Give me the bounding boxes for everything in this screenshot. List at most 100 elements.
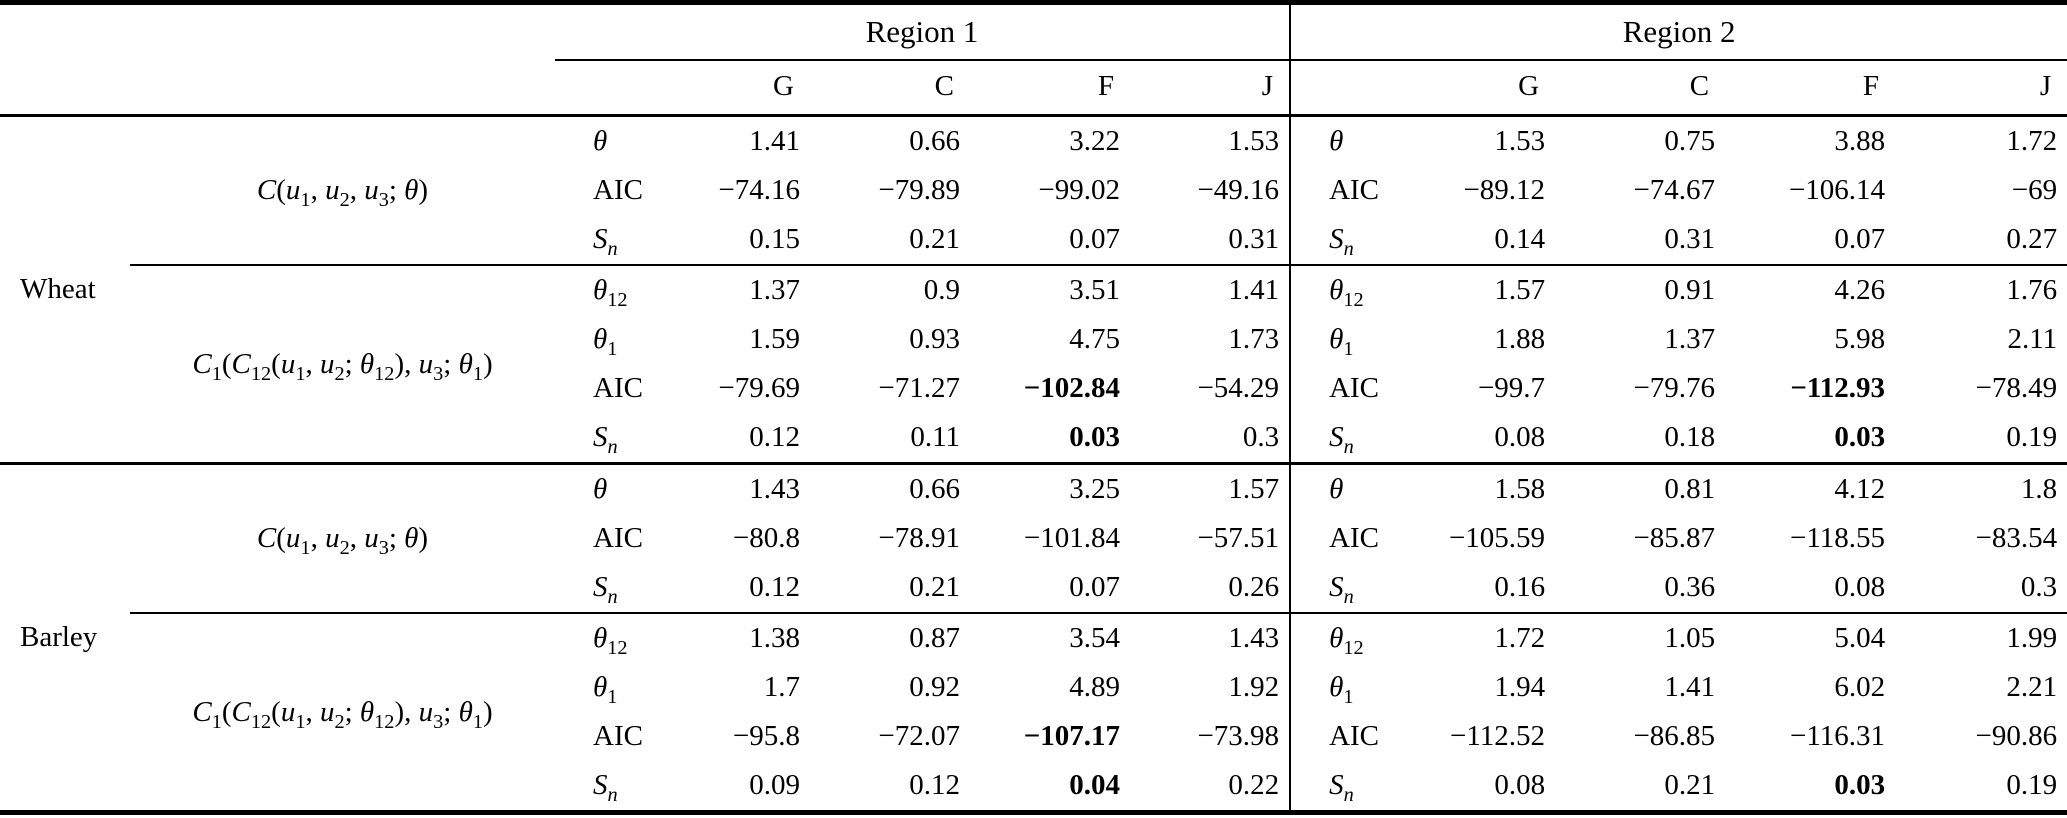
stat-label: θ1	[593, 671, 618, 708]
table-row: θ1 1.59 0.93 4.75 1.73 θ1 1.88 1.37 5.98…	[0, 315, 2067, 364]
stat-label: Sn	[1289, 215, 1386, 265]
stat-label: θ	[1289, 462, 1386, 514]
value-cell: −54.29	[1197, 372, 1280, 404]
value-cell: −72.07	[878, 720, 960, 752]
stat-label: θ1	[1289, 315, 1386, 364]
value-cell: 0.19	[2006, 421, 2058, 453]
stat-label: Sn	[593, 223, 618, 260]
stat-label: Sn	[1289, 761, 1386, 813]
table-row: AIC −80.8 −78.91 −101.84 −57.51 AIC −105…	[0, 514, 2067, 563]
value-cell: 0.19	[2006, 769, 2058, 801]
value-cell: −106.14	[1788, 174, 1886, 206]
value-cell: 0.12	[909, 769, 960, 801]
value-cell: 0.81	[1555, 462, 1726, 514]
stat-label: θ1	[1289, 663, 1386, 712]
value-cell: −99.7	[1477, 372, 1546, 404]
value-cell: 0.22	[1228, 769, 1280, 801]
stat-label: Sn	[1289, 413, 1386, 464]
table-row: Sn 0.09 0.12 0.04 0.22 Sn 0.08 0.21 0.03…	[0, 761, 2067, 813]
stat-label: θ	[593, 125, 608, 157]
value-cell: 1.76	[1895, 264, 2067, 315]
copula-family-header: C	[810, 60, 970, 117]
stat-label: θ	[1289, 115, 1386, 166]
copula-family-header: F	[1725, 60, 1896, 117]
value-cell: −78.49	[1975, 372, 2058, 404]
region-header: Region 2	[1289, 2, 2067, 61]
value-cell: 1.38	[650, 612, 810, 663]
value-cell: 0.08	[1494, 421, 1546, 453]
value-cell: 1.41	[1130, 264, 1291, 315]
stat-label: AIC	[593, 720, 643, 752]
value-cell: 0.91	[1555, 264, 1726, 315]
value-cell: 0.75	[1664, 125, 1716, 157]
value-cell: 0.15	[749, 223, 800, 255]
value-cell: −102.84	[1023, 372, 1120, 404]
value-cell: 5.98	[1834, 323, 1886, 355]
value-cell: −105.59	[1448, 522, 1546, 554]
value-cell: 3.51	[970, 264, 1130, 315]
value-cell: −79.89	[878, 174, 960, 206]
value-cell: 0.07	[1834, 223, 1886, 255]
stat-label: Sn	[1289, 563, 1386, 613]
stat-label: Sn	[593, 571, 618, 608]
stat-label-spacer	[555, 60, 650, 117]
stat-label: θ12	[1289, 612, 1386, 663]
stat-label: θ	[555, 462, 650, 514]
value-cell: 1.37	[650, 264, 810, 315]
group-label: Wheat	[20, 273, 96, 305]
value-cell: −95.8	[732, 720, 800, 752]
value-cell: 0.27	[2006, 223, 2058, 255]
value-cell: −78.91	[878, 522, 960, 554]
stat-label: AIC	[1289, 166, 1386, 215]
value-cell: −99.02	[1038, 174, 1120, 206]
value-cell: 1.8	[1895, 462, 2067, 514]
value-cell: −112.52	[1450, 720, 1546, 752]
value-cell: −118.55	[1790, 522, 1886, 554]
table-row: AIC −79.69 −71.27 −102.84 −54.29 AIC −99…	[0, 364, 2067, 413]
stat-label-spacer	[1289, 60, 1386, 117]
value-cell: 1.05	[1555, 612, 1726, 663]
value-cell: 0.03	[1069, 421, 1120, 453]
value-cell: 1.59	[749, 323, 800, 355]
value-cell: 1.53	[1494, 125, 1546, 157]
value-cell: −86.85	[1633, 720, 1716, 752]
value-cell: −112.93	[1790, 372, 1886, 404]
copula-family-header: G	[650, 60, 810, 117]
stat-label: θ1	[593, 323, 618, 360]
model-formula: C(u1, u2, u3; θ)	[130, 462, 555, 613]
value-cell: 1.43	[650, 462, 810, 514]
value-cell: 0.21	[909, 223, 960, 255]
table-row: θ1 1.7 0.92 4.89 1.92 θ1 1.94 1.41 6.02 …	[0, 663, 2067, 712]
stat-label: Sn	[593, 421, 618, 458]
copula-family-header: J	[1130, 60, 1291, 117]
value-cell: 0.66	[909, 125, 960, 157]
stat-label: θ12	[1289, 264, 1386, 315]
value-cell: 0.3	[1242, 421, 1280, 453]
value-cell: 0.07	[1069, 223, 1120, 255]
value-cell: 0.12	[749, 421, 800, 453]
copula-family-header: G	[1385, 60, 1556, 117]
value-cell: −79.76	[1633, 372, 1716, 404]
value-cell: 0.08	[1834, 571, 1886, 603]
value-cell: 0.07	[1069, 571, 1120, 603]
value-cell: 1.41	[749, 125, 800, 157]
value-cell: 0.3	[2020, 571, 2058, 603]
value-cell: 0.93	[909, 323, 960, 355]
value-cell: 6.02	[1834, 671, 1886, 703]
value-cell: 5.04	[1725, 612, 1896, 663]
value-cell: 1.88	[1494, 323, 1546, 355]
value-cell: 4.12	[1725, 462, 1896, 514]
value-cell: 2.11	[2007, 323, 2058, 355]
corner-cell	[0, 60, 555, 117]
model-formula: C(u1, u2, u3; θ)	[256, 174, 429, 211]
value-cell: 0.21	[1664, 769, 1716, 801]
value-cell: 1.58	[1385, 462, 1556, 514]
value-cell: 1.41	[1664, 671, 1716, 703]
model-formula: C1(C12(u1, u2; θ12), u3; θ1)	[130, 264, 555, 464]
table-row: AIC −74.16 −79.89 −99.02 −49.16 AIC −89.…	[0, 166, 2067, 215]
stat-label: AIC	[593, 522, 643, 554]
model-formula: C1(C12(u1, u2; θ12), u3; θ1)	[130, 612, 555, 813]
value-cell: −74.67	[1633, 174, 1716, 206]
group-label: Barley	[0, 462, 130, 813]
